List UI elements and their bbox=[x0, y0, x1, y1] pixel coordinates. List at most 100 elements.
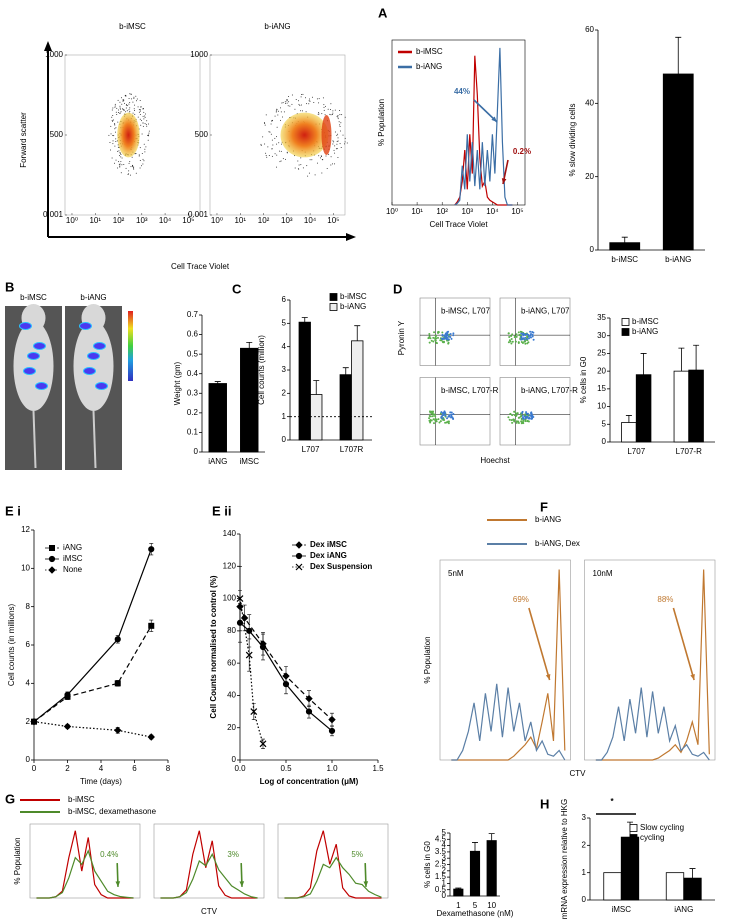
event-dot bbox=[297, 168, 299, 170]
marker bbox=[328, 715, 336, 724]
event-dot bbox=[131, 98, 133, 100]
event-dot bbox=[520, 332, 523, 335]
histogram-line bbox=[160, 852, 258, 899]
y-axis-label: % Population bbox=[377, 99, 386, 146]
histogram-line bbox=[451, 569, 566, 761]
event-dot bbox=[123, 163, 125, 165]
event-dot bbox=[517, 331, 520, 334]
event-dot bbox=[284, 158, 286, 160]
event-dot bbox=[332, 112, 334, 114]
event-dot bbox=[119, 165, 121, 167]
event-dot bbox=[432, 340, 435, 343]
y-tick-label: 500 bbox=[195, 130, 209, 139]
x-tick-label: 0 bbox=[32, 764, 37, 773]
y-tick-label: 80 bbox=[227, 626, 236, 635]
event-dot bbox=[334, 131, 336, 133]
y-tick-label: 3 bbox=[282, 365, 287, 374]
series-line bbox=[239, 606, 333, 721]
plot-frame bbox=[419, 297, 491, 366]
event-dot bbox=[142, 122, 144, 124]
legend-label: b-iMSC bbox=[68, 795, 95, 804]
bar bbox=[486, 840, 497, 897]
bar bbox=[662, 73, 694, 251]
event-dot bbox=[531, 333, 534, 336]
event-dot bbox=[112, 107, 114, 109]
event-dot bbox=[148, 135, 150, 137]
event-dot bbox=[527, 337, 530, 340]
event-dot bbox=[509, 340, 512, 343]
event-dot bbox=[274, 153, 276, 155]
event-dot bbox=[517, 421, 520, 424]
x-tick-label: 10⁰ bbox=[211, 216, 223, 225]
event-dot bbox=[440, 415, 443, 418]
x-tick-label: 6 bbox=[132, 764, 137, 773]
event-dot bbox=[133, 97, 135, 99]
event-dot bbox=[327, 108, 329, 110]
event-dot bbox=[430, 339, 433, 342]
event-dot bbox=[507, 341, 510, 344]
x-tick-label: 10⁰ bbox=[386, 207, 398, 216]
event-dot bbox=[119, 151, 121, 153]
histogram-line bbox=[36, 830, 134, 899]
event-dot bbox=[139, 114, 141, 116]
event-dot bbox=[304, 97, 306, 99]
event-dot bbox=[276, 143, 278, 145]
event-dot bbox=[321, 113, 323, 115]
annotation: 5% bbox=[351, 850, 363, 859]
event-dot bbox=[522, 418, 525, 421]
legend-swatch bbox=[329, 293, 338, 301]
marker bbox=[148, 622, 155, 629]
event-dot bbox=[112, 120, 114, 122]
event-dot bbox=[146, 125, 148, 127]
event-dot bbox=[122, 100, 124, 102]
event-dot bbox=[128, 109, 130, 111]
y-tick-label: 0 bbox=[232, 755, 237, 764]
event-dot bbox=[322, 97, 324, 99]
arrow bbox=[528, 607, 551, 681]
event-dot bbox=[306, 103, 308, 105]
bar bbox=[620, 836, 640, 901]
x-axis-label: CTV bbox=[570, 769, 587, 778]
event-dot bbox=[128, 170, 130, 172]
event-dot bbox=[276, 166, 278, 168]
event-dot bbox=[142, 125, 144, 127]
event-dot bbox=[328, 153, 330, 155]
event-dot bbox=[142, 158, 144, 160]
event-dot bbox=[122, 108, 124, 110]
y-tick-label: 4 bbox=[26, 678, 31, 687]
event-dot bbox=[529, 330, 532, 333]
event-dot bbox=[119, 152, 121, 154]
event-dot bbox=[431, 412, 434, 415]
error-bar bbox=[625, 415, 632, 423]
legend-label: b-iANG, Dex bbox=[535, 539, 580, 548]
x-tick-label: 10³ bbox=[462, 207, 474, 216]
event-dot bbox=[509, 413, 512, 416]
event-dot bbox=[121, 157, 123, 159]
event-dot bbox=[144, 148, 146, 150]
event-dot bbox=[271, 139, 273, 141]
histogram-line bbox=[451, 683, 566, 761]
y-tick-label: 4 bbox=[282, 342, 287, 351]
y-tick-label: 10 bbox=[597, 402, 606, 411]
event-dot bbox=[510, 337, 513, 340]
event-dot bbox=[111, 109, 113, 111]
bar bbox=[621, 422, 637, 443]
event-dot bbox=[137, 106, 139, 108]
y-tick-label: 0.7 bbox=[187, 310, 199, 319]
y-tick-label: 20 bbox=[227, 723, 236, 732]
error-bar bbox=[621, 236, 628, 243]
event-dot bbox=[288, 101, 290, 103]
event-dot bbox=[260, 143, 262, 145]
x-tick-label: 0.0 bbox=[234, 764, 246, 773]
event-dot bbox=[128, 162, 130, 164]
event-dot bbox=[260, 144, 262, 146]
bar bbox=[351, 340, 364, 441]
bar bbox=[603, 872, 622, 901]
x-tick-label: L707 bbox=[302, 445, 320, 454]
event-dot bbox=[337, 116, 339, 118]
legend-label: b-iMSC bbox=[632, 317, 659, 326]
event-dot bbox=[117, 146, 119, 148]
arrow-head bbox=[115, 881, 121, 887]
event-dot bbox=[344, 137, 346, 139]
event-dot bbox=[311, 96, 313, 98]
